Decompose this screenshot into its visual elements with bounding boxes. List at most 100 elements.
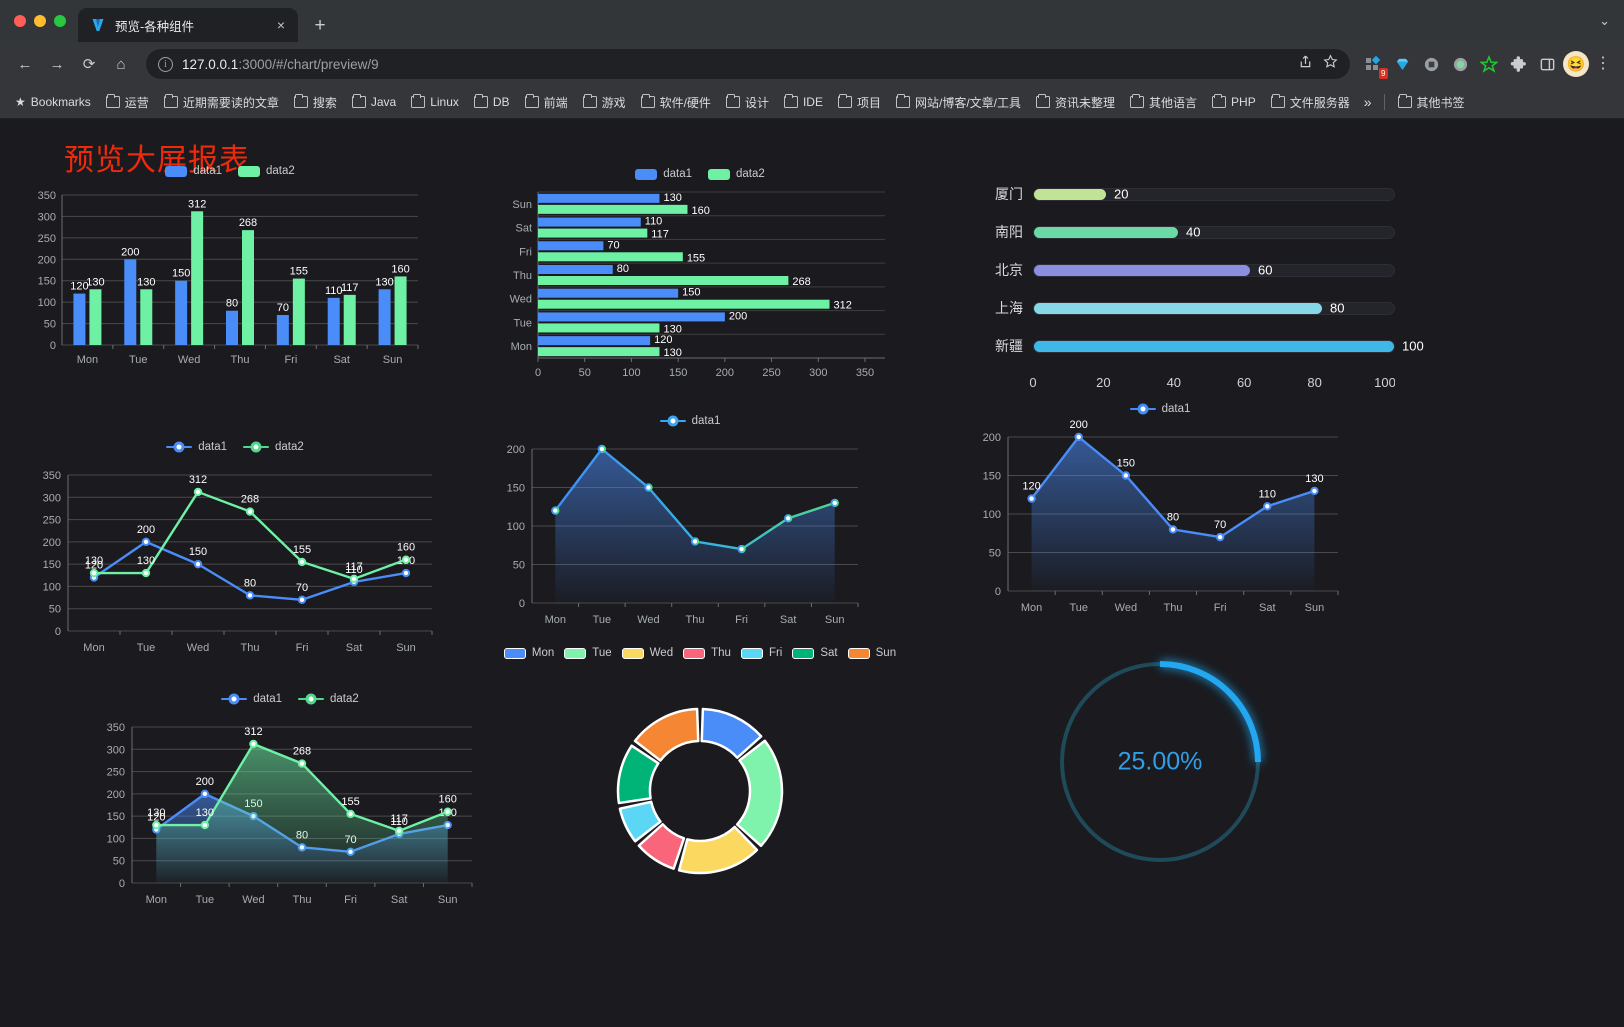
folder-icon bbox=[1130, 93, 1145, 108]
legend-item-data1[interactable]: data1 bbox=[635, 168, 692, 180]
progress-row[interactable]: 南阳 40 bbox=[975, 213, 1395, 251]
svg-text:200: 200 bbox=[43, 537, 61, 549]
home-icon[interactable]: ⌂ bbox=[116, 55, 126, 73]
bookmark-item[interactable]: PHP bbox=[1205, 92, 1263, 112]
legend-item-fri[interactable]: Fri bbox=[740, 647, 782, 659]
progress-track: 40 bbox=[1033, 225, 1395, 240]
clover-extension-icon[interactable] bbox=[1418, 51, 1444, 77]
legend-item-data2[interactable]: data2 bbox=[708, 168, 765, 180]
svg-text:250: 250 bbox=[107, 767, 125, 779]
bookmark-item[interactable]: 资讯未整理 bbox=[1029, 91, 1122, 114]
bookmarks-root[interactable]: ★ Bookmarks bbox=[8, 92, 98, 112]
site-info-icon[interactable]: i bbox=[158, 56, 173, 72]
legend-swatch-fri bbox=[740, 647, 763, 659]
chart-progress-bars[interactable]: 厦门 20 南阳 40 北京 60 上海 80 新疆 100 0 20 40 60 80 100 bbox=[975, 171, 1424, 441]
forward-icon[interactable]: → bbox=[49, 55, 65, 73]
legend-item-tue[interactable]: Tue bbox=[564, 647, 612, 659]
chart-area-two-series[interactable]: data1 data2 0 50 100 150 200 250 300 350 Mon Tue W… bbox=[80, 689, 500, 949]
bookmarks-bar: ★ Bookmarks 运营 近期需要读的文章 搜索 Java Linux DB 前端 游戏 软… bbox=[0, 86, 1624, 119]
maximize-window-button[interactable] bbox=[54, 15, 66, 27]
bookmark-label: 其他语言 bbox=[1149, 95, 1198, 110]
svg-text:0: 0 bbox=[995, 586, 1001, 598]
legend-item-data1[interactable]: data1 bbox=[166, 441, 227, 453]
legend-line-two: data1 data2 bbox=[20, 441, 450, 453]
folder-icon bbox=[1397, 93, 1412, 108]
svg-text:Wed: Wed bbox=[1115, 602, 1137, 614]
new-tab-button[interactable]: + bbox=[314, 14, 326, 36]
circle-extension-icon[interactable] bbox=[1447, 51, 1473, 77]
sidepanel-icon[interactable] bbox=[1534, 51, 1560, 77]
reload-icon[interactable]: ⟳ bbox=[82, 56, 96, 73]
bookmark-item[interactable]: Linux bbox=[404, 92, 466, 112]
address-bar[interactable]: i 127.0.0.1:3000/#/chart/preview/9 bbox=[146, 49, 1350, 79]
minimize-window-button[interactable] bbox=[34, 15, 46, 27]
legend-item-data2[interactable]: data2 bbox=[238, 165, 295, 177]
svg-text:Sun: Sun bbox=[512, 199, 532, 211]
bookmark-item[interactable]: 其他语言 bbox=[1123, 91, 1204, 114]
legend-item-data2[interactable]: data2 bbox=[243, 441, 304, 453]
share-icon[interactable] bbox=[1298, 54, 1313, 74]
bookmark-item[interactable]: 项目 bbox=[831, 91, 888, 114]
bookmark-item[interactable]: Java bbox=[345, 92, 403, 112]
svg-text:150: 150 bbox=[1117, 458, 1135, 470]
bookmark-item[interactable]: 搜索 bbox=[287, 91, 344, 114]
puzzle-extension-icon[interactable] bbox=[1505, 51, 1531, 77]
bookmark-item[interactable]: 近期需要读的文章 bbox=[157, 91, 286, 114]
chart-gauge[interactable]: 25.00% bbox=[1035, 637, 1285, 897]
legend-item-thu[interactable]: Thu bbox=[683, 647, 731, 659]
bookmarks-separator bbox=[1383, 94, 1385, 110]
bookmarks-overflow-button[interactable]: » bbox=[1363, 94, 1372, 110]
legend-item-data1[interactable]: data1 bbox=[1129, 403, 1190, 415]
svg-text:300: 300 bbox=[809, 367, 827, 379]
profile-avatar[interactable]: 😆 bbox=[1563, 51, 1589, 77]
other-bookmarks-folder[interactable]: 其他书签 bbox=[1391, 91, 1472, 114]
chart-donut[interactable]: Mon Tue Wed Thu Fri Sat Sun bbox=[490, 647, 910, 947]
bookmark-item[interactable]: 软件/硬件 bbox=[634, 91, 718, 114]
chart-bar-horizontal[interactable]: data1 data2 0 50 100 150 200 250 300 350 Sun 130 1… bbox=[490, 164, 910, 424]
bookmark-label: 文件服务器 bbox=[1289, 95, 1350, 110]
legend-item-data1[interactable]: data1 bbox=[165, 165, 222, 177]
bookmark-item[interactable]: 前端 bbox=[518, 91, 575, 114]
legend-label-data2: data2 bbox=[275, 441, 304, 453]
bookmark-item[interactable]: 游戏 bbox=[576, 91, 633, 114]
bookmark-item[interactable]: 网站/博客/文章/工具 bbox=[889, 91, 1028, 114]
close-window-button[interactable] bbox=[14, 15, 26, 27]
legend-item-sat[interactable]: Sat bbox=[792, 647, 838, 659]
legend-item-wed[interactable]: Wed bbox=[621, 647, 673, 659]
bookmark-item[interactable]: DB bbox=[467, 92, 517, 112]
legend-item-data1[interactable]: data1 bbox=[221, 693, 282, 705]
legend-item-sun[interactable]: Sun bbox=[847, 647, 896, 659]
svg-text:160: 160 bbox=[439, 794, 457, 806]
bookmark-item[interactable]: 文件服务器 bbox=[1264, 91, 1357, 114]
svg-text:130: 130 bbox=[85, 555, 103, 567]
grid-extension-icon[interactable]: 9 bbox=[1360, 51, 1388, 79]
star-extension-icon[interactable] bbox=[1476, 51, 1502, 77]
browser-tab[interactable]: 预览-各种组件 × bbox=[78, 8, 298, 42]
close-tab-button[interactable]: × bbox=[276, 17, 286, 33]
legend-item-data1[interactable]: data1 bbox=[659, 415, 720, 427]
legend-swatch-data1 bbox=[165, 165, 188, 177]
progress-row[interactable]: 上海 80 bbox=[975, 289, 1395, 327]
chart-bar-vertical[interactable]: data1 data2 0 50 100 150 200 250 300 350 Mon 120 1… bbox=[20, 161, 440, 411]
progress-row[interactable]: 新疆 100 bbox=[975, 327, 1424, 365]
back-icon[interactable]: ← bbox=[17, 55, 33, 73]
chart-line-gradient[interactable]: data1 0 50 100 150 200 Mon Tue Wed Thu Fri Sat Sun bbox=[490, 411, 890, 671]
svg-text:117: 117 bbox=[345, 561, 363, 573]
svg-text:Wed: Wed bbox=[178, 354, 200, 366]
chart-line-two-series[interactable]: data1 data2 0 50 100 150 200 250 300 350 Mon Tue W… bbox=[20, 437, 450, 697]
progress-row[interactable]: 厦门 20 bbox=[975, 175, 1395, 213]
bookmark-item[interactable]: 设计 bbox=[719, 91, 776, 114]
svg-text:0: 0 bbox=[119, 878, 125, 890]
chevron-down-icon[interactable]: ⌄ bbox=[1599, 13, 1610, 28]
bookmark-item[interactable]: IDE bbox=[777, 92, 830, 112]
legend-swatch-sun bbox=[847, 647, 870, 659]
bookmark-star-icon[interactable] bbox=[1323, 54, 1338, 74]
legend-item-data2[interactable]: data2 bbox=[298, 693, 359, 705]
progress-row[interactable]: 北京 60 bbox=[975, 251, 1395, 289]
legend-bar-vertical: data1 data2 bbox=[20, 165, 440, 177]
legend-item-mon[interactable]: Mon bbox=[503, 647, 554, 659]
browser-menu-icon[interactable]: ⋮ bbox=[1595, 55, 1611, 73]
bookmark-item[interactable]: 运营 bbox=[99, 91, 156, 114]
diamond-extension-icon[interactable] bbox=[1389, 51, 1415, 77]
chart-area-single[interactable]: data1 0 50 100 150 200 Mon Tue Wed Thu Fri Sat Sun 1… bbox=[960, 399, 1360, 659]
